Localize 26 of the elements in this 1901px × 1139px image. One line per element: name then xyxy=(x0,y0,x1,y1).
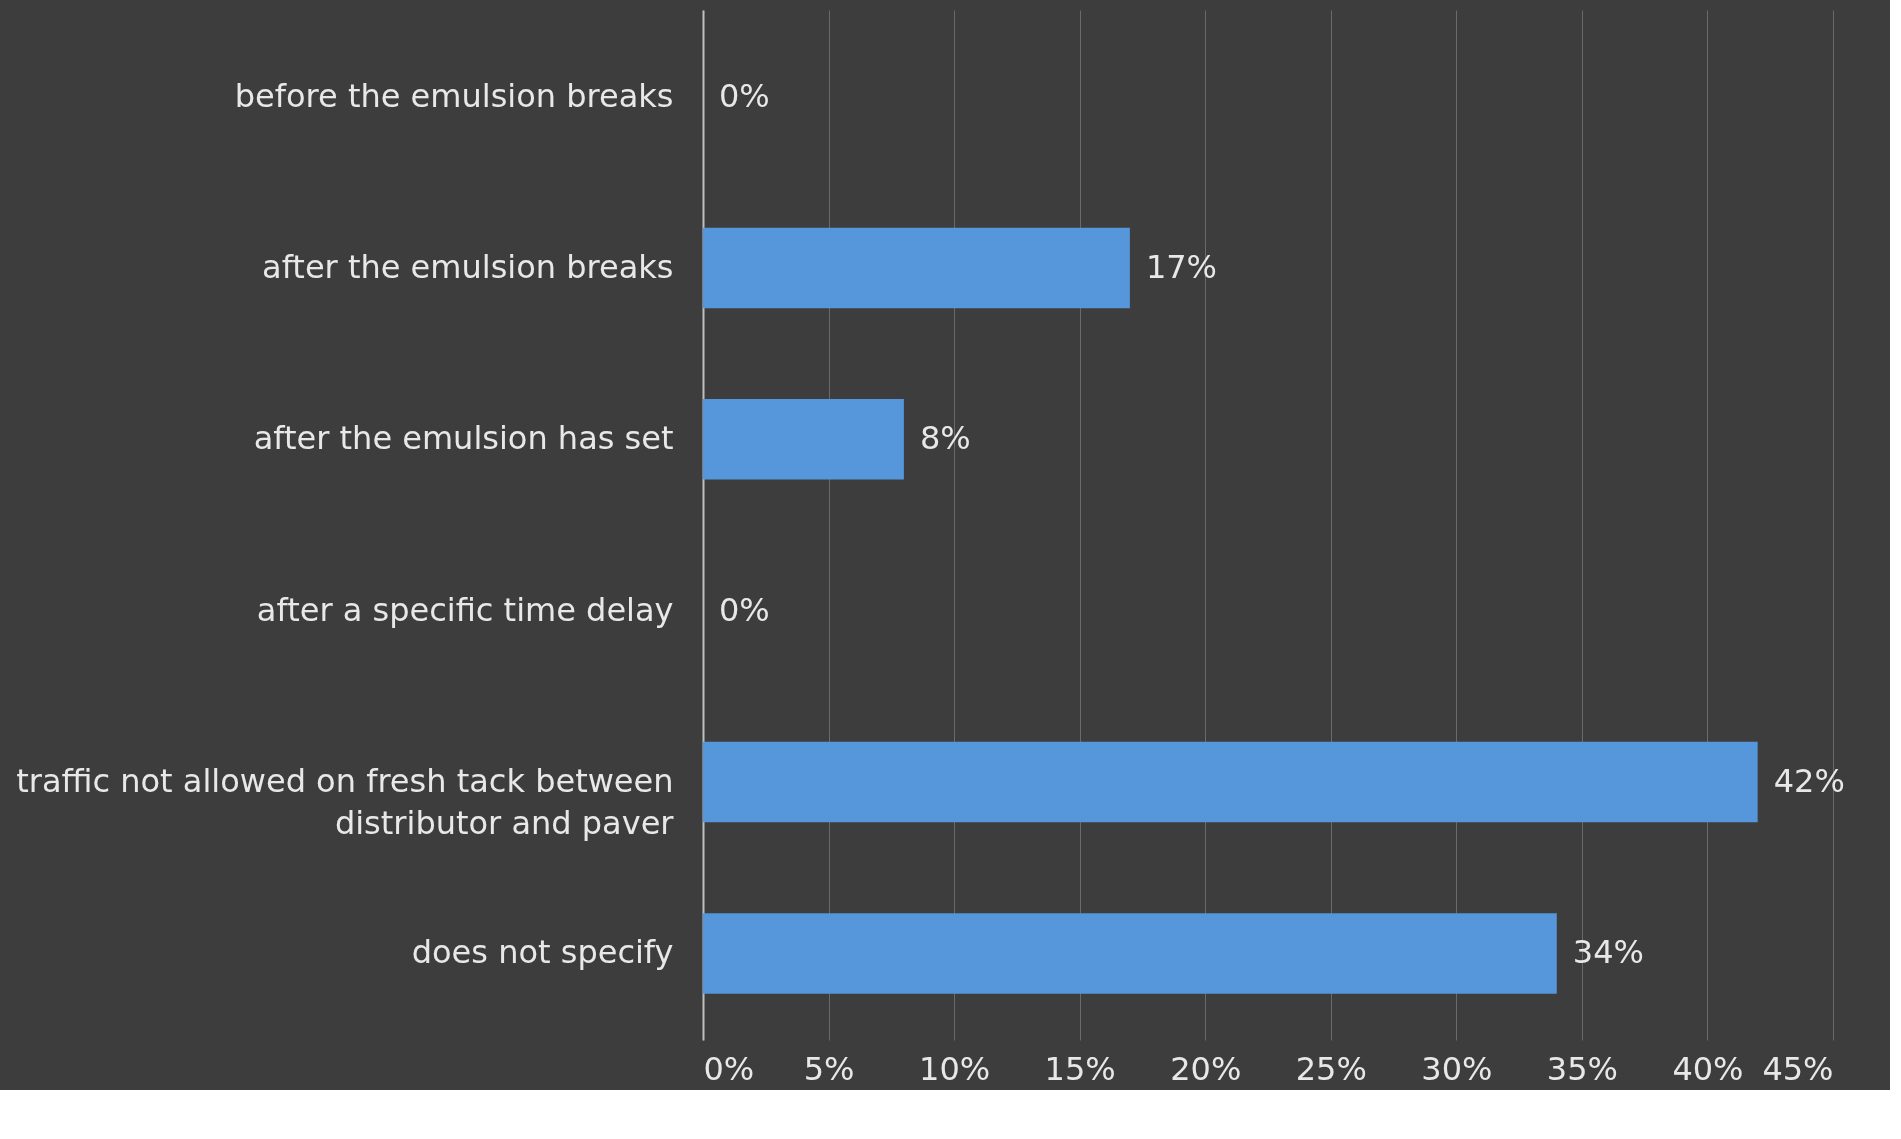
x-tick-label: 5% xyxy=(803,1049,855,1088)
y-tick-label: after the emulsion breaks xyxy=(262,247,674,286)
x-tick-label: 15% xyxy=(1044,1049,1116,1088)
bar xyxy=(703,399,904,480)
y-tick-label: before the emulsion breaks xyxy=(234,76,674,115)
bar xyxy=(703,913,1557,994)
y-tick-label: traffic not allowed on fresh tack between distributor and paver xyxy=(16,762,675,843)
data-label: 8% xyxy=(919,419,971,458)
x-tick-label: 40% xyxy=(1672,1049,1744,1088)
x-tick-label: 35% xyxy=(1546,1049,1618,1088)
data-label: 0% xyxy=(719,76,770,115)
x-tick-label: 30% xyxy=(1421,1049,1493,1088)
bar xyxy=(703,741,1758,823)
y-tick-label: does not specify xyxy=(411,933,674,972)
data-label: 42% xyxy=(1773,762,1845,801)
x-tick-label: 25% xyxy=(1295,1049,1367,1088)
x-tick-label: 20% xyxy=(1170,1049,1242,1088)
y-tick-label: after the emulsion has set xyxy=(253,419,674,458)
data-label: 0% xyxy=(719,590,770,629)
bar xyxy=(703,227,1130,309)
x-tick-label: 45% xyxy=(1762,1049,1834,1088)
data-label: 34% xyxy=(1572,933,1644,972)
y-tick-label: after a specific time delay xyxy=(256,590,674,629)
data-label: 17% xyxy=(1145,247,1218,286)
x-tick-label: 0% xyxy=(703,1049,755,1088)
x-tick-label: 10% xyxy=(919,1049,991,1088)
